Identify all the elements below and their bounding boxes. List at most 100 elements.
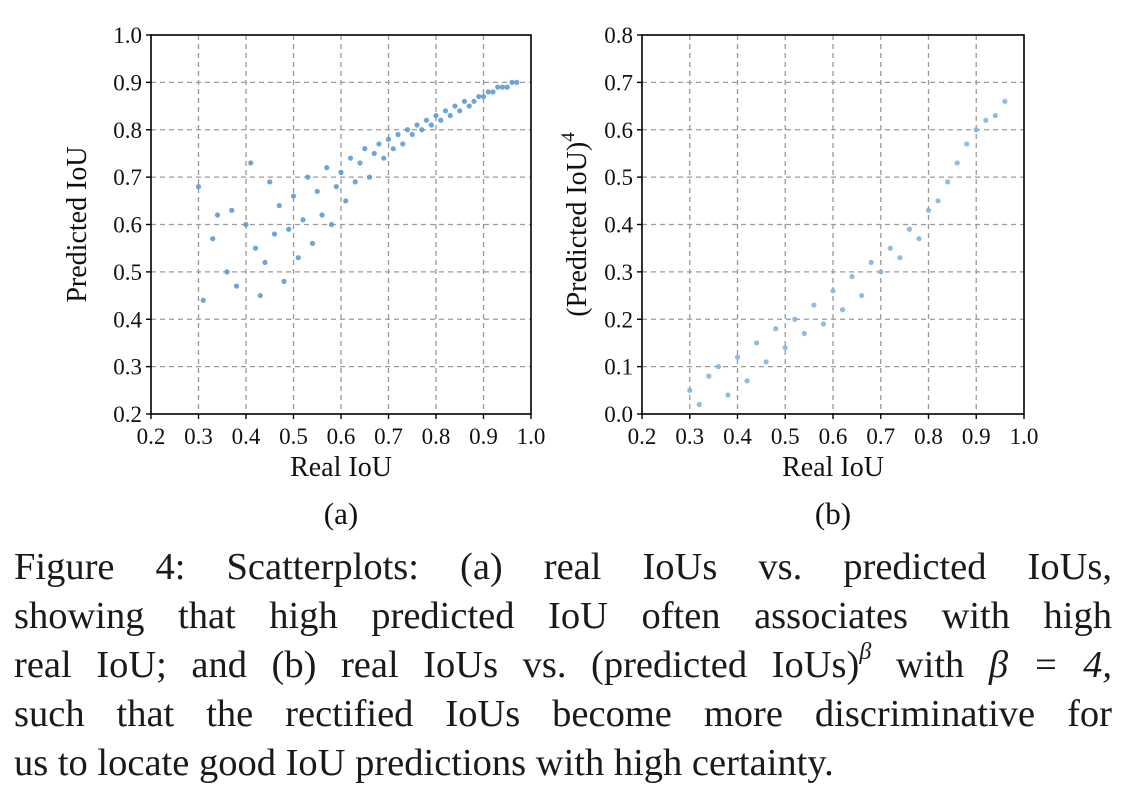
y-tick-label: 0.9 (113, 70, 142, 95)
data-point (471, 98, 477, 104)
caption-line-3-with: with (871, 644, 989, 686)
data-point (414, 122, 420, 128)
data-point (438, 117, 444, 123)
subfigure-label: (a) (324, 496, 358, 531)
data-point (276, 202, 282, 209)
data-point (696, 401, 702, 408)
data-point (792, 316, 798, 322)
caption-line-2: showing that high predicted IoU often as… (14, 595, 1112, 637)
data-point (476, 93, 482, 100)
data-point (973, 127, 979, 133)
data-point (983, 117, 989, 123)
x-tick-label: 1.0 (517, 424, 546, 449)
data-point (233, 283, 240, 289)
x-tick-label: 0.9 (469, 424, 498, 449)
data-point (820, 321, 827, 327)
data-point (362, 146, 368, 152)
data-point (357, 160, 363, 166)
data-point (343, 198, 349, 204)
data-point (214, 212, 221, 218)
x-tick-label: 0.8 (914, 424, 943, 449)
data-point (267, 179, 273, 185)
y-tick-label: 0.4 (113, 307, 142, 332)
y-tick-label: 0.0 (604, 402, 633, 427)
data-point (395, 131, 401, 138)
data-point (309, 240, 316, 247)
data-point (442, 108, 449, 114)
figure-scatterplots: 0.2 0.3 0.4 0.5 0.6 0.7 0.8 0.9 1.00.20.30.40.50… (62, 23, 1038, 531)
data-point (248, 160, 254, 166)
data-point (744, 378, 750, 384)
x-tick-label: 0.9 (962, 424, 991, 449)
data-point (352, 179, 358, 185)
data-point (725, 392, 731, 398)
y-tick-label: 0.8 (113, 118, 142, 143)
data-point (935, 198, 941, 204)
data-point (925, 207, 932, 213)
data-point (782, 345, 788, 351)
y-tick-label: 0.3 (113, 355, 142, 380)
y-tick-label: 0.2 (113, 402, 142, 427)
x-tick-label: 0.2 (628, 424, 657, 449)
y-tick-label: 0.6 (604, 118, 633, 143)
y-axis-label: Predicted IoU (62, 146, 93, 302)
x-tick-label: 0.6 (819, 424, 848, 449)
data-point (859, 292, 865, 299)
data-points (687, 98, 1008, 408)
caption-line-5: us to locate good IoU predictions with h… (14, 742, 834, 784)
caption-line-1: Figure 4: Scatterplots: (a) real IoUs vs… (14, 546, 1112, 588)
data-point (324, 165, 330, 171)
data-point (385, 136, 392, 142)
data-point (314, 188, 320, 194)
data-point (257, 292, 263, 299)
data-point (830, 288, 836, 294)
x-axis-label: Real IoU (290, 452, 392, 483)
scatterplot-b: 0.2 0.3 0.4 0.5 0.6 0.7 0.8 0.9 1.0 0.0 0.1 0.2 0.3 0… (558, 23, 1038, 531)
x-tick-label: 0.7 (866, 424, 895, 449)
data-point (347, 155, 354, 161)
x-tick-label: 0.8 (422, 424, 451, 449)
data-point (706, 373, 712, 379)
data-point (499, 84, 506, 90)
data-point (992, 112, 998, 119)
data-point (461, 98, 468, 104)
y-tick-label: 0.3 (604, 260, 633, 285)
scatterplot-a: 0.2 0.3 0.4 0.5 0.6 0.7 0.8 0.9 1.0 0.2 0.3 0.4 0.5 0… (62, 23, 545, 531)
data-point (404, 127, 411, 133)
y-axis-label: (Predicted IoU)4 (558, 132, 593, 317)
x-tick-label: 0.5 (771, 424, 800, 449)
data-point (868, 259, 874, 265)
data-point (514, 79, 520, 85)
data-point (319, 212, 325, 218)
y-tick-label: 0.1 (604, 355, 633, 380)
data-point (447, 112, 453, 119)
data-point (195, 184, 202, 190)
data-point (281, 278, 287, 284)
y-tick-label: 0.7 (604, 70, 633, 95)
data-point (839, 307, 846, 313)
data-point (333, 184, 339, 190)
data-point (811, 302, 817, 308)
y-tick-label: 0.4 (604, 213, 633, 238)
caption-beta-superscript: β (859, 639, 872, 665)
data-point (262, 259, 268, 265)
data-point (734, 354, 741, 360)
y-tick-label: 1.0 (113, 23, 142, 48)
data-point (428, 122, 434, 128)
data-point (286, 226, 292, 232)
y-tick-label: 0.7 (113, 165, 142, 190)
data-point (1002, 98, 1008, 104)
data-point (485, 89, 491, 95)
data-point (400, 141, 406, 147)
figure-caption: Figure 4: Scatterplots: (a) real IoUs vs… (14, 543, 1112, 788)
data-point (954, 160, 960, 166)
y-tick-label: 0.8 (604, 23, 633, 48)
data-point (243, 221, 249, 228)
data-point (433, 112, 439, 119)
x-tick-label: 0.4 (723, 424, 752, 449)
data-point (290, 193, 297, 199)
caption-line-3: real IoU; and (b) real IoUs vs. (predict… (14, 639, 1112, 690)
data-points (195, 79, 520, 303)
x-tick-label: 0.4 (232, 424, 261, 449)
data-point (271, 231, 278, 237)
